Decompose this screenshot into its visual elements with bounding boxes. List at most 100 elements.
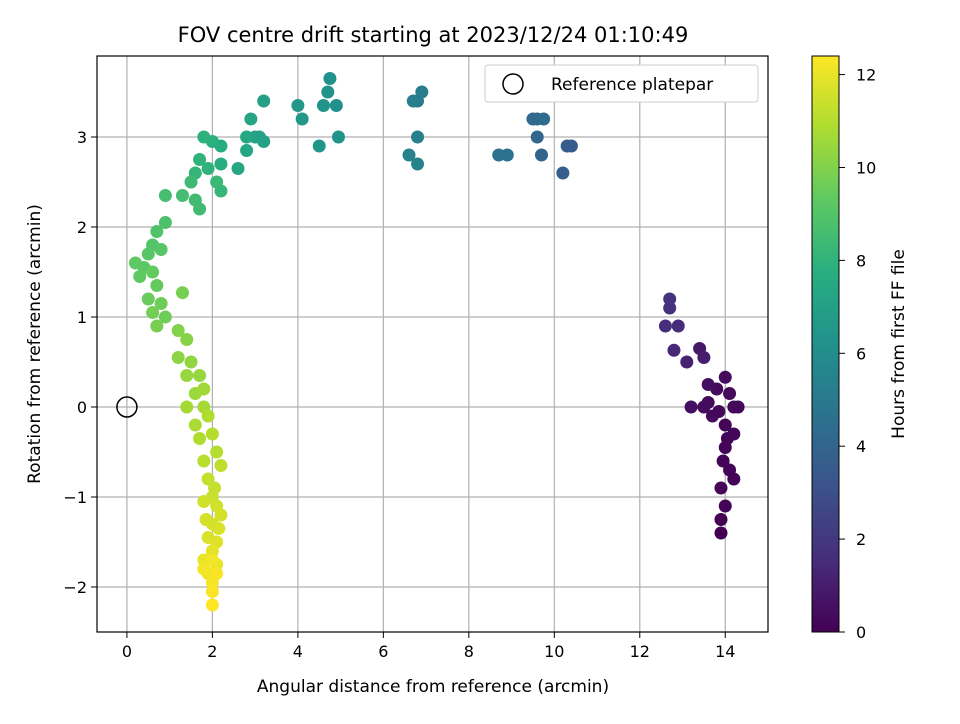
x-tick-label: 12 xyxy=(630,642,650,661)
data-point xyxy=(406,94,420,108)
colorbar xyxy=(811,55,840,633)
data-point xyxy=(193,153,207,166)
data-point xyxy=(154,297,168,310)
data-point xyxy=(150,225,164,238)
colorbar-tick-label: 6 xyxy=(856,344,866,363)
data-point xyxy=(208,481,222,495)
x-tick-label: 8 xyxy=(464,642,474,661)
data-point xyxy=(188,418,202,432)
data-point xyxy=(663,292,677,306)
data-point xyxy=(500,148,514,162)
data-point xyxy=(193,202,207,216)
colorbar-tick-label: 2 xyxy=(856,530,866,549)
data-point xyxy=(667,343,681,357)
data-point xyxy=(193,369,207,382)
data-point xyxy=(141,247,155,261)
data-point xyxy=(205,553,219,567)
y-tick-label: 1 xyxy=(77,308,87,327)
data-point xyxy=(184,175,198,189)
data-point xyxy=(560,139,574,153)
data-point xyxy=(712,405,726,418)
data-point xyxy=(727,472,741,486)
colorbar-ticks: 0 2 4 6 8 10 12 xyxy=(839,66,876,642)
data-point xyxy=(312,139,326,153)
data-point xyxy=(257,94,271,108)
data-point xyxy=(158,310,172,324)
data-point xyxy=(537,112,551,126)
data-point xyxy=(214,508,228,522)
data-point xyxy=(205,585,219,598)
data-point xyxy=(201,472,215,486)
data-point xyxy=(146,306,160,319)
data-point xyxy=(718,499,732,513)
data-point xyxy=(175,189,189,202)
data-point xyxy=(530,130,544,144)
data-point xyxy=(197,562,211,576)
data-point xyxy=(680,355,694,369)
x-tick-label: 6 xyxy=(378,642,388,661)
data-point xyxy=(180,400,194,414)
data-point xyxy=(240,144,254,157)
data-point xyxy=(716,454,730,468)
data-point xyxy=(154,243,168,256)
data-point xyxy=(291,99,305,112)
colorbar-label: Hours from first FF file xyxy=(889,249,909,439)
data-point xyxy=(329,99,343,112)
data-point xyxy=(720,432,734,445)
y-axis-ticks: 3 2 1 0 −1 −2 xyxy=(63,128,97,597)
data-point xyxy=(201,409,215,423)
y-tick-label: 0 xyxy=(77,398,87,417)
x-tick-label: 14 xyxy=(715,642,735,661)
data-point xyxy=(415,85,429,99)
data-point xyxy=(244,112,258,126)
y-tick-label: 3 xyxy=(77,128,87,147)
colorbar-tick-label: 12 xyxy=(856,66,876,85)
data-point xyxy=(212,522,226,535)
data-point xyxy=(205,427,219,441)
data-point xyxy=(714,513,728,526)
data-point xyxy=(321,85,335,99)
data-point xyxy=(146,265,160,279)
data-point xyxy=(180,333,194,346)
x-tick-label: 4 xyxy=(293,642,303,661)
colorbar-tick-label: 8 xyxy=(856,251,866,270)
data-point xyxy=(556,166,570,180)
data-point xyxy=(697,400,711,414)
data-point xyxy=(210,567,224,580)
data-point xyxy=(731,400,745,414)
data-point xyxy=(141,292,155,306)
plot-frame xyxy=(96,55,769,633)
x-tick-label: 10 xyxy=(544,642,564,661)
data-point xyxy=(214,157,228,171)
data-point xyxy=(231,162,245,175)
data-point xyxy=(171,351,185,364)
data-point xyxy=(323,72,337,85)
data-point xyxy=(205,544,219,558)
data-point xyxy=(193,432,207,445)
data-point xyxy=(171,324,185,337)
data-point xyxy=(295,112,309,126)
x-axis-ticks: 0 2 4 6 8 10 12 14 xyxy=(122,632,735,661)
legend-label: Reference platepar xyxy=(551,75,713,95)
colorbar-tick-label: 0 xyxy=(856,623,866,642)
data-point xyxy=(158,189,172,202)
data-point xyxy=(150,279,164,292)
data-point xyxy=(184,355,198,369)
legend: Reference platepar xyxy=(484,64,759,103)
data-point xyxy=(205,598,219,612)
data-point xyxy=(180,369,194,382)
x-axis-label: Angular distance from reference (arcmin) xyxy=(257,677,609,697)
data-point xyxy=(723,387,737,400)
data-point xyxy=(128,256,142,270)
data-point xyxy=(714,526,728,540)
data-point xyxy=(150,319,164,333)
data-point xyxy=(197,130,211,144)
data-point xyxy=(663,301,677,315)
data-point xyxy=(671,319,685,333)
colorbar-tick-label: 10 xyxy=(856,158,876,177)
data-point xyxy=(240,130,254,144)
data-point xyxy=(158,216,172,229)
data-point xyxy=(133,270,147,283)
scatter-points xyxy=(128,72,745,612)
